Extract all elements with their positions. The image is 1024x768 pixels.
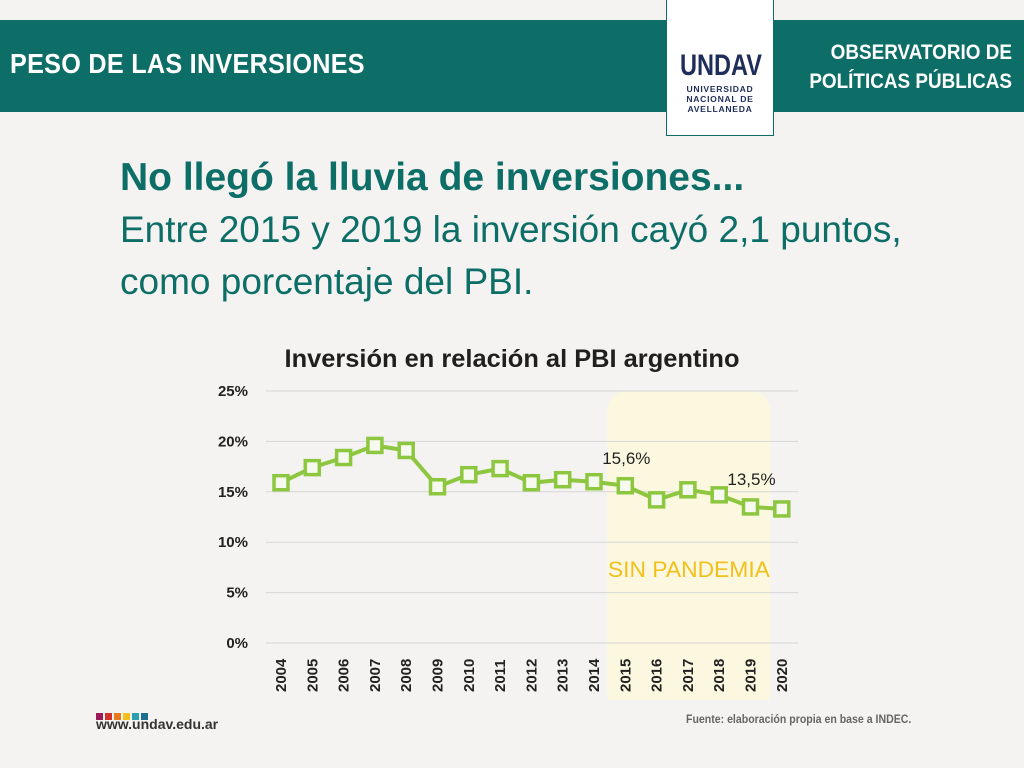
data-point-2020 <box>773 500 791 518</box>
highlight-label: SIN PANDEMIA <box>608 557 770 582</box>
x-tick-label: 2006 <box>336 659 353 692</box>
source-note: Fuente: elaboración propia en base a IND… <box>686 712 912 726</box>
logo-caption-line-2: NACIONAL DE <box>686 94 754 104</box>
observatorio-line-1: OBSERVATORIO DE <box>830 41 1012 64</box>
x-tick-label: 2020 <box>774 659 791 692</box>
data-point-2007 <box>366 436 384 455</box>
data-point-2006 <box>334 448 353 467</box>
x-tick-label: 2019 <box>743 659 760 692</box>
data-point-2015 <box>616 477 635 495</box>
x-tick-label: 2010 <box>461 659 478 692</box>
color-squares <box>96 707 150 725</box>
logo-caption: UNIVERSIDAD NACIONAL DE AVELLANEDA <box>667 84 773 114</box>
data-point-2014 <box>585 472 603 491</box>
data-point-2017 <box>679 481 697 499</box>
data-label-2019: 13,5% <box>727 470 775 489</box>
data-point-2019 <box>741 498 760 516</box>
data-point-2008 <box>397 441 415 460</box>
headline-sub: Entre 2015 y 2019 la inversión cayó 2,1 … <box>120 209 902 302</box>
site-url[interactable]: www.undav.edu.ar <box>96 716 219 732</box>
header-band: PESO DE LAS INVERSIONES OBSERVATORIO DE … <box>0 20 1024 112</box>
x-tick-label: 2016 <box>649 659 666 692</box>
x-tick-label: 2008 <box>398 659 415 692</box>
data-point-2011 <box>491 459 509 478</box>
color-square-4 <box>132 713 139 720</box>
x-tick-label: 2012 <box>523 659 540 692</box>
color-square-5 <box>141 713 148 720</box>
data-label-2015: 15,6% <box>602 449 650 468</box>
y-tick-label: 10% <box>218 534 248 551</box>
data-point-2016 <box>647 491 666 509</box>
section-title: PESO DE LAS INVERSIONES <box>10 48 365 79</box>
data-point-2005 <box>303 458 322 477</box>
logo-mark-text: UNDAV <box>680 50 762 78</box>
undav-logo[interactable]: UNDAV UNIVERSIDAD NACIONAL DE AVELLANEDA <box>666 0 774 136</box>
data-point-2004 <box>272 473 290 492</box>
x-tick-label: 2007 <box>367 659 384 692</box>
x-tick-label: 2015 <box>617 659 634 692</box>
data-point-2010 <box>460 465 478 484</box>
x-tick-label: 2004 <box>273 658 290 692</box>
observatorio-line-2: POLÍTICAS PÚBLICAS <box>809 70 1012 93</box>
x-tick-label: 2005 <box>304 659 321 692</box>
logo-caption-line-1: UNIVERSIDAD <box>686 84 754 94</box>
color-square-1 <box>105 713 112 720</box>
x-tick-label: 2011 <box>492 659 509 692</box>
y-tick-label: 0% <box>226 635 248 652</box>
x-tick-label: 2013 <box>555 659 572 692</box>
y-tick-label: 20% <box>218 433 248 450</box>
y-tick-label: 15% <box>218 484 248 501</box>
data-point-2012 <box>522 473 541 492</box>
observatorio-label: OBSERVATORIO DE POLÍTICAS PÚBLICAS <box>742 38 1012 96</box>
x-tick-label: 2017 <box>680 659 697 692</box>
investment-line-chart: 0% 5% 10% 15% 20% 25% 2004 2005 2006 2007 2008 200… <box>218 345 798 700</box>
data-point-2009 <box>428 478 447 496</box>
color-square-3 <box>123 713 130 720</box>
y-tick-label: 25% <box>218 383 248 400</box>
color-square-2 <box>114 713 121 720</box>
undav-logo-mark: UNDAV <box>680 50 762 78</box>
headline: No llegó la lluvia de inversiones... Ent… <box>120 152 970 308</box>
data-point-2018 <box>710 486 728 504</box>
x-tick-label: 2009 <box>430 659 447 692</box>
color-square-0 <box>96 713 103 720</box>
headline-bold: No llegó la lluvia de inversiones... <box>120 156 745 199</box>
data-point-2013 <box>553 470 572 489</box>
x-tick-label: 2018 <box>711 659 728 692</box>
sin-pandemia-highlight <box>607 391 771 700</box>
x-tick-label: 2014 <box>586 658 603 692</box>
logo-caption-line-3: AVELLANEDA <box>687 104 753 114</box>
y-tick-label: 5% <box>226 585 248 602</box>
chart-title: Inversión en relación al PBI argentino <box>285 345 740 373</box>
